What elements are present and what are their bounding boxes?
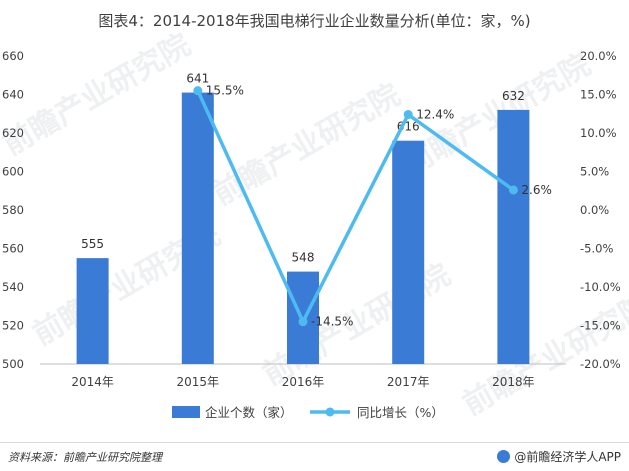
line-point [508,185,518,195]
y-left-tick-label: 620 [2,126,24,140]
bar-value-label: 548 [292,251,315,265]
x-tick-label: 2018年 [492,375,535,389]
y-right-tick-label: -20.0% [580,357,621,371]
line-point [298,317,308,327]
y-right-tick-label: 15.0% [580,88,617,102]
combo-chart: 500 520 540 560 580 600 620 640 660 20.0% 15.0% 10.… [2,49,621,420]
line-value-label: -14.5% [311,315,353,329]
x-tick-label: 2015年 [177,375,220,389]
y-right-tick-label: 10.0% [580,126,617,140]
bar-value-label: 632 [502,89,525,103]
line-point [403,110,413,120]
y-left-tick-label: 600 [2,165,24,179]
brand-label: @前瞻经济学人APP [497,448,621,465]
bar-value-label: 641 [186,72,209,86]
line-value-label: 15.5% [206,84,244,98]
legend-bar-swatch [172,406,200,418]
x-tick-label: 2014年 [71,375,114,389]
y-left-tick-label: 500 [2,357,24,371]
y-right-tick-label: 0.0% [580,203,609,217]
bar-value-label: 555 [81,237,104,251]
line-point [193,86,203,96]
y-right-tick-label: -5.0% [580,242,613,256]
bar [181,92,214,364]
y-left-tick-label: 560 [2,242,24,256]
y-right-tick-label: -15.0% [580,319,621,333]
legend-line-marker [325,407,335,417]
brand-text: @前瞻经济学人APP [514,450,621,464]
y-right-tick-label: 5.0% [580,165,609,179]
legend-line-label: 同比增长（%） [357,405,444,420]
y-left-tick-label: 640 [2,88,24,102]
chart-title: 图表4：2014-2018年我国电梯行业企业数量分析(单位：家，%) [98,12,531,30]
y-left-tick-label: 520 [2,319,24,333]
y-left-tick-label: 540 [2,280,24,294]
line-value-label: 12.4% [416,108,454,122]
bar [497,109,530,365]
bar [392,140,425,364]
y-right-tick-label: -10.0% [580,280,621,294]
legend-bar-label: 企业个数（家） [205,405,293,420]
footer: 资料来源：前瞻产业研究院整理 @前瞻经济学人APP [0,442,629,471]
y-left-tick-label: 580 [2,203,24,217]
source-note: 资料来源：前瞻产业研究院整理 [8,451,162,464]
bar [76,258,109,364]
y-left-tick-label: 660 [2,49,24,63]
x-tick-label: 2016年 [282,375,325,389]
brand-logo-icon [497,450,511,463]
x-tick-label: 2017年 [387,375,430,389]
growth-line [196,89,515,324]
y-right-tick-label: 20.0% [580,49,617,63]
line-value-label: 2.6% [521,183,552,197]
